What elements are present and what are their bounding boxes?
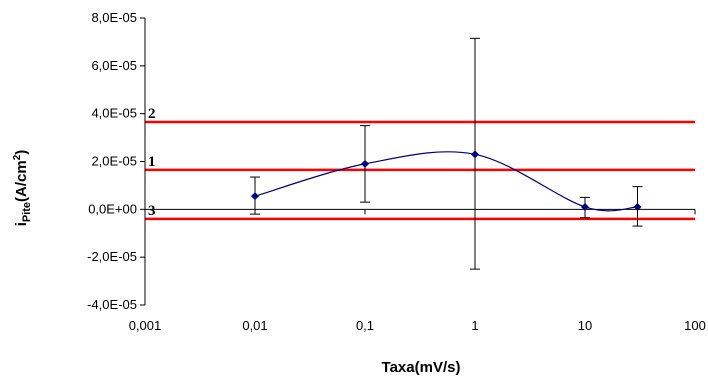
series-group: [251, 150, 642, 212]
x-tick-label: 0,001: [129, 318, 162, 333]
y-tick-labels: 8,0E-05 6,0E-05 4,0E-05 2,0E-05 0,0E+00 -2,0E…: [87, 10, 137, 312]
data-point: [471, 150, 479, 159]
data-point: [633, 202, 642, 211]
y-axis-title-sup: 2: [12, 154, 23, 160]
x-tick-label: 10: [578, 318, 592, 333]
y-tick-label: 6,0E-05: [91, 58, 137, 73]
reference-line-label-3: 3: [148, 203, 156, 219]
error-bars: [250, 37, 643, 270]
axes: [140, 17, 696, 306]
reference-line-label-1: 1: [148, 154, 156, 170]
y-tick-label: -2,0E-05: [87, 249, 137, 264]
y-axis-title-sub: Pite: [21, 202, 33, 222]
y-axis-title-unit: (A/cm: [13, 160, 30, 202]
data-point: [251, 192, 259, 201]
y-tick-label: 4,0E-05: [91, 106, 137, 121]
y-axis-title-main: i: [13, 222, 30, 226]
reference-line-label-2: 2: [148, 106, 156, 122]
x-tick-labels: 0,001 0,01 0,1 1 10 100: [129, 318, 706, 333]
data-point: [581, 202, 589, 211]
x-tick-label: 0,01: [242, 318, 267, 333]
x-tick-label: 0,1: [356, 318, 374, 333]
series-line: [254, 151, 638, 212]
y-tick-label: 2,0E-05: [91, 154, 137, 169]
y-tick-label: 8,0E-05: [91, 10, 137, 25]
x-tick-label: 100: [684, 318, 706, 333]
x-tick-label: 1: [471, 318, 478, 333]
reference-lines: 2 1 3: [145, 106, 695, 221]
y-axis-title: iPite(A/cm2): [12, 150, 33, 227]
y-tick-label: -4,0E-05: [87, 297, 137, 312]
data-point: [361, 159, 369, 168]
y-axis-title-close: ): [13, 150, 30, 155]
y-tick-label: 0,0E+00: [88, 201, 137, 216]
x-axis-title: Taxa(mV/s): [382, 359, 461, 376]
